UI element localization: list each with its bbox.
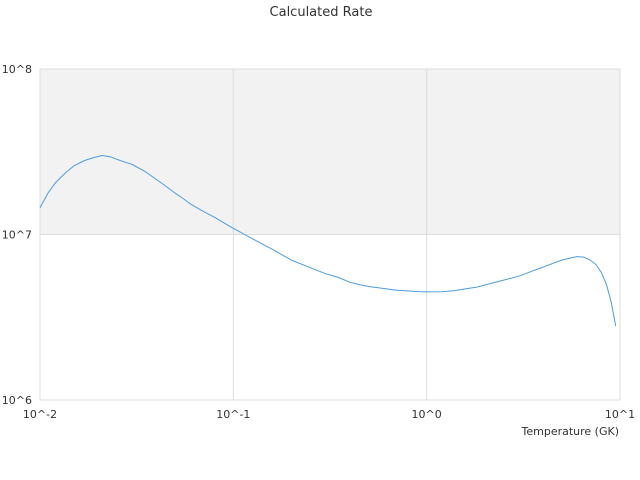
x-tick-label: 10^0 xyxy=(412,408,442,421)
y-tick-label: 10^7 xyxy=(2,229,32,242)
chart-title: Calculated Rate xyxy=(270,5,373,20)
x-axis-label: Temperature (GK) xyxy=(521,425,620,438)
shaded-band xyxy=(40,69,620,235)
tick-labels: 10^-2 10^-1 10^0 10^1 10^6 10^7 10^8 xyxy=(2,63,635,421)
x-tick-label: 10^-1 xyxy=(216,408,250,421)
y-tick-label: 10^6 xyxy=(2,394,32,407)
series-line xyxy=(39,155,617,327)
series-group xyxy=(39,155,617,327)
grid-lines xyxy=(39,68,621,401)
y-tick-label: 10^8 xyxy=(2,63,32,76)
x-tick-label: 10^1 xyxy=(605,408,635,421)
x-tick-label: 10^-2 xyxy=(23,408,57,421)
